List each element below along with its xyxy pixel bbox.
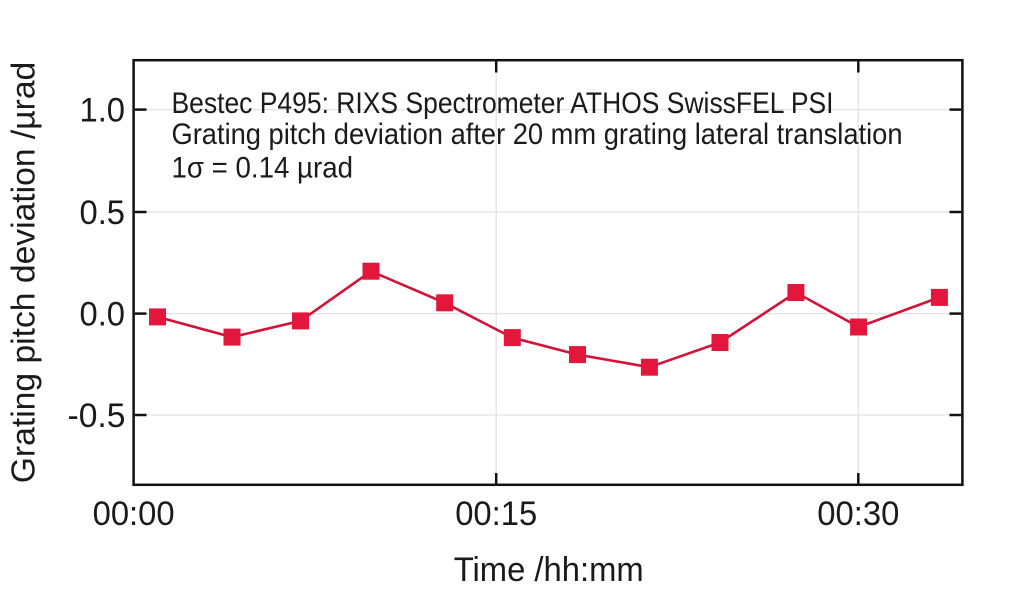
svg-text:0.5: 0.5 [80,194,126,232]
svg-text:00:30: 00:30 [817,495,899,533]
svg-text:1.0: 1.0 [80,92,126,130]
svg-text:00:15: 00:15 [455,495,537,533]
svg-text:00:00: 00:00 [93,495,175,533]
svg-text:Bestec P495: RIXS Spectrometer: Bestec P495: RIXS Spectrometer ATHOS Swi… [172,87,834,120]
svg-text:Time /hh:mm: Time /hh:mm [454,551,644,589]
svg-text:-0.5: -0.5 [68,397,126,435]
svg-text:0.0: 0.0 [80,296,126,334]
svg-text:1σ = 0.14 µrad: 1σ = 0.14 µrad [172,152,354,185]
svg-text:Grating pitch deviation after: Grating pitch deviation after 20 mm grat… [172,118,903,151]
svg-text:Grating pitch deviation /µrad: Grating pitch deviation /µrad [6,62,43,484]
